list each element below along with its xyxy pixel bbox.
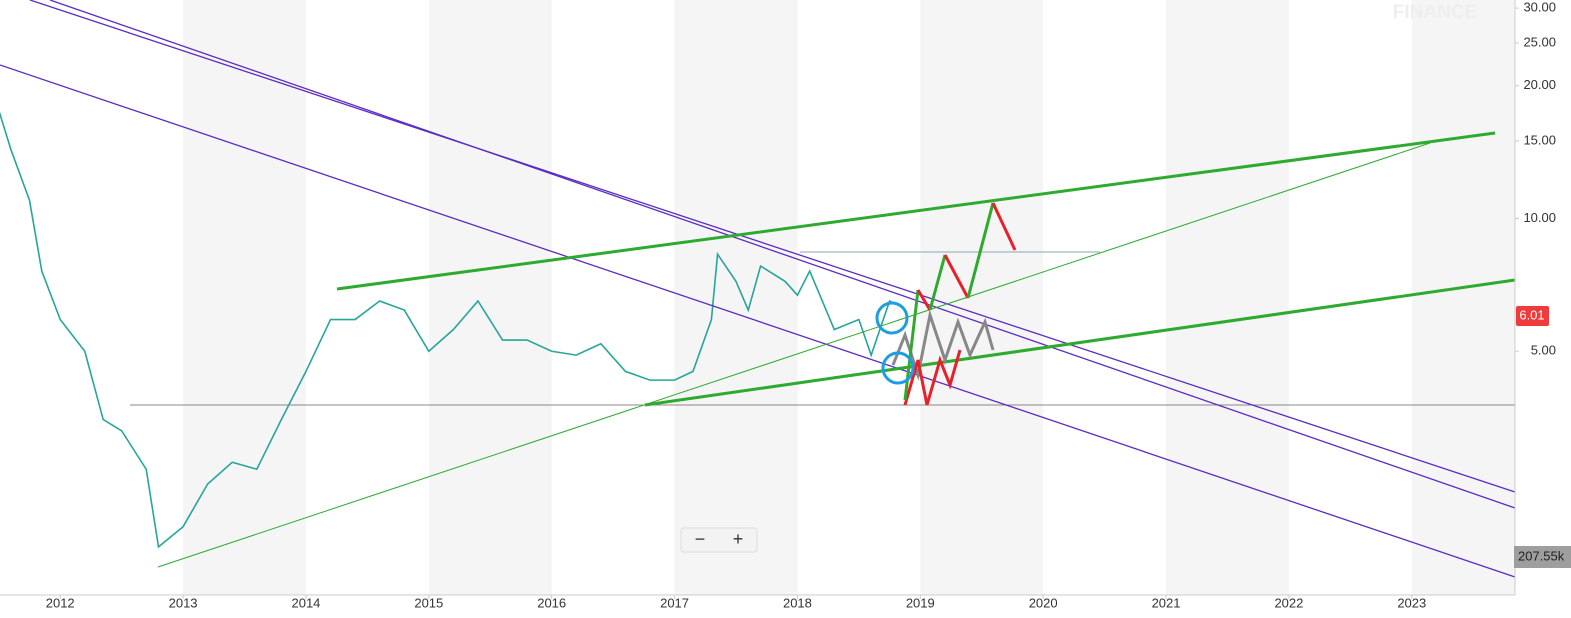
y-tick-label: 20.00	[1523, 77, 1556, 92]
y-tick-label: 15.00	[1523, 132, 1556, 147]
x-tick-label: 2023	[1397, 595, 1426, 610]
year-band	[920, 0, 1044, 595]
x-axis	[0, 595, 1571, 613]
volume-label: 207.55k	[1518, 548, 1565, 563]
year-band	[674, 0, 798, 595]
watermark: FINANCE	[1393, 2, 1477, 23]
x-tick-label: 2022	[1274, 595, 1303, 610]
x-tick-label: 2016	[537, 595, 566, 610]
price-line	[0, 111, 903, 549]
y-tick-label: 5.00	[1531, 343, 1556, 358]
x-tick-label: 2018	[783, 595, 812, 610]
price-tag	[1516, 306, 1549, 327]
drawings	[0, 0, 1520, 578]
price-tag-label: 6.01	[1519, 307, 1544, 322]
year-band	[183, 0, 306, 595]
y-tick-label: 25.00	[1523, 34, 1556, 49]
x-tick-label: 2019	[906, 595, 935, 610]
x-tick-label: 2020	[1029, 595, 1058, 610]
volume-tag	[1514, 546, 1571, 568]
year-band	[1166, 0, 1289, 595]
y-tick-label: 10.00	[1523, 210, 1556, 225]
x-tick-label: 2021	[1152, 595, 1181, 610]
year-band	[1411, 0, 1515, 595]
x-tick-label: 2015	[414, 595, 443, 610]
zoom-out-button[interactable]: −	[695, 529, 706, 549]
x-tick-label: 2012	[46, 595, 75, 610]
zoom-in-button[interactable]: +	[733, 529, 744, 549]
year-band	[428, 0, 552, 595]
x-tick-label: 2014	[291, 595, 320, 610]
zoom-controls: − +	[680, 527, 758, 553]
y-tick-label: 30.00	[1523, 0, 1556, 15]
x-tick-label: 2017	[660, 595, 689, 610]
x-tick-label: 2013	[169, 595, 198, 610]
